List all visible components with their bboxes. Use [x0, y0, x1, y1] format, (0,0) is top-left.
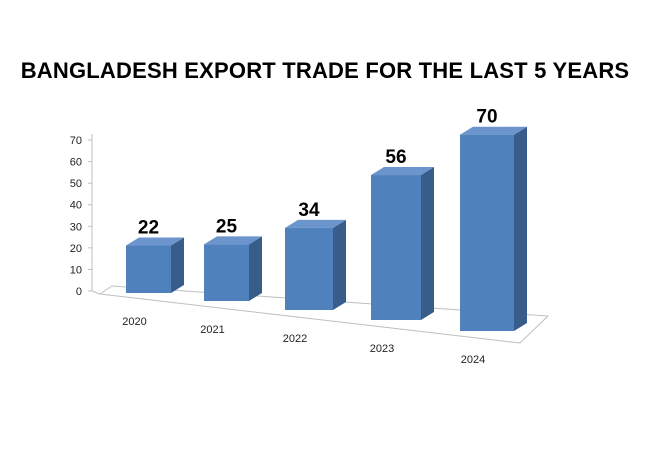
y-tick-label: 40: [70, 200, 82, 212]
bar-2022: [285, 227, 333, 310]
x-tick-label: 2020: [122, 316, 146, 328]
x-tick-label: 2024: [461, 354, 485, 366]
chart-labels: 22 2020 25 2021 34 2022 56 2023 70 2024: [122, 107, 497, 366]
y-tick-label: 0: [76, 286, 82, 298]
y-tick-label: 20: [70, 243, 82, 255]
y-tick-label: 10: [70, 264, 82, 276]
bar-side-2020: [171, 237, 184, 293]
bar-side-2021: [249, 236, 262, 301]
data-label-2023: 56: [385, 147, 406, 168]
x-tick-label: 2023: [370, 343, 394, 355]
data-label-2020: 22: [138, 218, 159, 239]
x-tick-label: 2021: [200, 324, 224, 336]
bar-2021: [204, 244, 249, 301]
y-tick-label: 50: [70, 178, 82, 190]
y-axis-foot: [91, 290, 101, 295]
data-label-2022: 34: [298, 200, 320, 221]
data-label-2021: 25: [216, 216, 238, 237]
y-tick-label: 60: [70, 157, 82, 169]
y-tick-label: 70: [70, 135, 82, 147]
chart-floor: [98, 285, 550, 344]
chart-bars: [126, 126, 527, 331]
bar-top-2024: [460, 126, 527, 135]
bar-top-2020: [126, 237, 184, 246]
bar-top-2022: [285, 219, 346, 228]
bar-side-2024: [514, 126, 527, 331]
bar-2020: [126, 245, 171, 293]
bar-top-2021: [204, 236, 262, 245]
chart-title: BANGLADESH EXPORT TRADE FOR THE LAST 5 Y…: [20, 58, 630, 83]
bar-side-2022: [333, 219, 346, 310]
data-label-2024: 70: [476, 107, 497, 128]
bar-side-2023: [421, 167, 434, 320]
x-tick-label: 2022: [283, 333, 307, 345]
bar-2024: [460, 134, 514, 331]
bar-2023: [371, 175, 421, 320]
chart-axes: 0 10 20 30 40 50 60 70: [70, 134, 550, 344]
bar-top-2023: [371, 167, 434, 176]
y-tick-label: 30: [70, 221, 82, 233]
